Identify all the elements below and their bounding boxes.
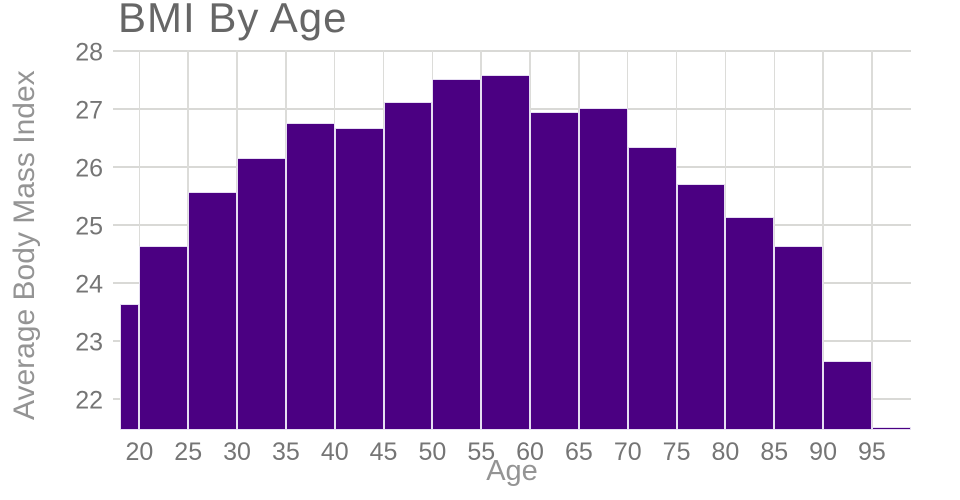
bar-age-70-75 [627,146,677,430]
x-tick-label-90: 90 [809,438,837,466]
bar-age-20-25 [139,246,189,430]
x-tick-label-70: 70 [613,438,642,466]
x-gridline-95 [871,50,873,430]
y-axis-title: Average Body Mass Index [8,70,41,420]
x-gridline-20 [138,50,141,430]
bar-age-80-85 [725,216,775,430]
x-axis-title: Age [486,455,538,487]
x-tick-label-45: 45 [369,438,398,466]
y-tick-label-25: 25 [75,212,103,241]
bar-age-40-45 [334,128,384,430]
bar-age-30-35 [237,158,286,430]
y-tick-label-23: 23 [75,328,103,357]
x-tick-label-65: 65 [565,438,593,466]
bar-age-18-20 [119,303,140,430]
x-tick-label-80: 80 [711,438,740,466]
bar-age-65-70 [578,108,628,430]
x-tick-label-35: 35 [271,438,300,466]
x-gridline-85 [773,50,775,430]
x-tick-label-85: 85 [760,438,789,466]
x-gridline-90 [822,50,824,430]
y-tick-label-22: 22 [75,386,103,415]
bar-age-55-60 [481,74,531,430]
y-tick-label-27: 27 [75,96,103,124]
x-tick-label-75: 75 [662,438,691,466]
bar-age-50-55 [432,79,482,430]
bar-age-60-65 [530,112,579,430]
x-tick-label-60: 60 [516,438,544,466]
y-gridline-28 [113,50,911,52]
y-tick-label-28: 28 [75,38,103,66]
x-tick-label-20: 20 [125,438,154,466]
bar-age-75-80 [676,184,726,430]
bar-age-90-95 [823,360,872,430]
bar-age-95-99 [871,427,911,430]
bar-age-45-50 [383,102,433,430]
x-tick-label-25: 25 [174,438,203,466]
x-tick-label-30: 30 [223,438,251,466]
bar-age-25-30 [188,192,238,430]
x-tick-label-55: 55 [467,438,496,466]
y-tick-label-24: 24 [75,270,103,299]
x-tick-label-50: 50 [418,438,447,466]
bar-age-35-40 [285,122,335,430]
bar-age-85-90 [774,246,824,430]
x-tick-label-40: 40 [320,438,349,466]
plot-area: 20 25 30 35 40 45 50 55 60 65 70 75 80 85 90 95 22 23 24 25… [75,38,911,466]
x-tick-label-95: 95 [858,438,886,466]
chart-title: BMI By Age [118,0,348,41]
y-tick-label-26: 26 [75,154,103,183]
